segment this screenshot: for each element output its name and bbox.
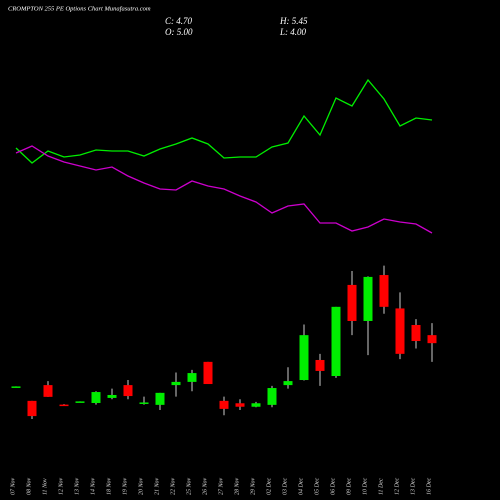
x-tick-label: 10 Dec xyxy=(362,478,368,495)
x-tick-label: 05 Dec xyxy=(314,478,320,495)
x-tick-label: 04 Dec xyxy=(297,478,304,495)
x-tick-label: 16 Dec xyxy=(426,478,432,495)
candle-body xyxy=(347,284,357,321)
x-tick-label: 06 Dec xyxy=(330,478,336,495)
candle-body xyxy=(155,392,165,405)
x-tick-label: 09 Dec xyxy=(346,478,352,495)
x-tick-label: 29 Nov xyxy=(250,477,256,495)
x-tick-label: 21 Nov xyxy=(154,477,160,495)
candle-body xyxy=(27,400,37,417)
x-tick-label: 27 Nov xyxy=(218,477,224,495)
x-tick-label: 12 Dec xyxy=(394,478,400,495)
candle-body xyxy=(187,373,197,382)
indicator-line xyxy=(15,145,433,234)
low-label: L: 4.00 xyxy=(279,27,307,37)
candle-body xyxy=(331,306,341,377)
candle-body xyxy=(59,404,69,407)
x-tick-label: 13 Dec xyxy=(410,478,416,495)
candle-body xyxy=(123,385,133,397)
x-tick-label: 20 Nov xyxy=(138,477,144,495)
x-tick-label: 26 Nov xyxy=(202,477,208,495)
x-tick-label: 18 Nov xyxy=(106,477,112,495)
x-tick-label: 25 Nov xyxy=(186,477,192,495)
candle-body xyxy=(203,361,213,385)
candle-body xyxy=(91,392,101,403)
candle-body xyxy=(139,402,149,404)
x-tick-label: 02 Dec xyxy=(266,478,272,495)
candle-body xyxy=(43,385,53,397)
candle-body xyxy=(427,335,437,344)
candle-body xyxy=(107,394,117,398)
candle-body xyxy=(75,401,85,403)
candle-body xyxy=(411,324,421,342)
x-tick-label: 11 Dec xyxy=(378,478,384,495)
close-label: C: 4.70 xyxy=(165,16,193,26)
candle-body xyxy=(315,359,325,371)
x-tick-label: 22 Nov xyxy=(170,477,176,495)
x-tick-label: 28 Nov xyxy=(234,477,240,495)
candle-body xyxy=(363,276,373,321)
x-tick-label: 19 Nov xyxy=(122,477,128,495)
candle-body xyxy=(251,403,261,407)
x-tick-label: 08 Nov xyxy=(26,477,32,495)
x-tick-label: 13 Nov xyxy=(74,477,80,495)
high-label: H: 5.45 xyxy=(279,16,308,26)
candle-body xyxy=(283,381,293,386)
candle-body xyxy=(299,335,309,381)
candle-body xyxy=(11,386,21,388)
candle-body xyxy=(235,403,245,407)
x-tick-label: 14 Nov xyxy=(89,477,96,495)
candle-body xyxy=(379,275,389,307)
x-tick-label: 12 Nov xyxy=(58,477,64,495)
candle-body xyxy=(171,381,181,386)
candle-body xyxy=(395,308,405,354)
x-tick-label: 11 Nov xyxy=(42,478,48,495)
x-tick-label: 07 Nov xyxy=(10,477,16,495)
x-tick-label: 03 Dec xyxy=(282,478,288,495)
indicator-line xyxy=(15,78,433,164)
candle-body xyxy=(267,388,277,405)
chart-title: CROMPTON 255 PE Options Chart Munafasutr… xyxy=(8,5,151,12)
open-label: O: 5.00 xyxy=(165,27,193,37)
candle-body xyxy=(219,400,229,409)
